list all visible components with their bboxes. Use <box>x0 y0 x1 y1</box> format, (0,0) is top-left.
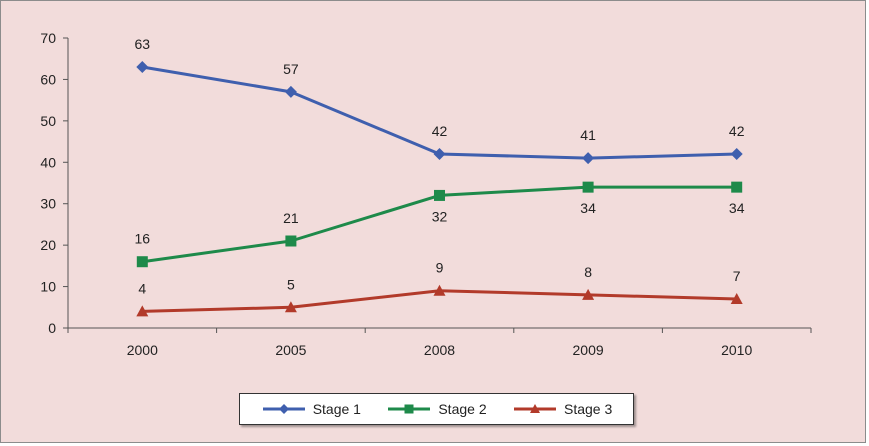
data-label: 42 <box>729 123 745 139</box>
data-point <box>582 288 595 300</box>
data-point <box>730 148 743 160</box>
data-point <box>433 284 446 296</box>
series <box>136 61 743 317</box>
data-labels: 63 57 42 41 42 16 21 32 34 34 4 5 9 8 7 <box>135 36 745 296</box>
x-tick-label: 2005 <box>275 342 306 358</box>
data-label: 63 <box>135 36 151 52</box>
data-label: 9 <box>436 260 444 276</box>
data-point <box>730 293 743 304</box>
data-label: 21 <box>283 210 299 226</box>
legend-swatch <box>262 404 305 414</box>
series-line <box>142 65 737 160</box>
legend-label: Stage 3 <box>564 401 613 417</box>
axes: 0 10 20 30 40 50 60 70 2000 2005 2008 2009 2010 <box>40 30 812 358</box>
y-tick-label: 50 <box>40 113 56 129</box>
legend-swatch <box>514 404 556 413</box>
data-point <box>582 181 594 193</box>
data-label: 7 <box>733 268 741 284</box>
legend-label: Stage 1 <box>312 401 361 417</box>
legend-marker <box>530 404 540 413</box>
data-point <box>731 181 743 193</box>
y-tick-label: 70 <box>40 30 56 46</box>
data-label: 34 <box>729 200 745 216</box>
data-label: 34 <box>580 200 596 216</box>
data-point <box>284 301 297 313</box>
data-label: 5 <box>287 276 295 292</box>
data-point <box>285 235 297 247</box>
data-label: 4 <box>138 280 146 296</box>
data-label: 32 <box>432 208 448 224</box>
legend-label: Stage 2 <box>438 401 487 417</box>
legend-item: Stage 1 <box>261 401 361 417</box>
data-label: 41 <box>580 127 596 143</box>
legend-item: Stage 2 <box>386 401 487 417</box>
legend: Stage 1 Stage 2 Stage 3 <box>239 393 634 425</box>
y-tick-label: 10 <box>40 279 56 295</box>
data-point <box>433 148 446 160</box>
y-tick-label: 40 <box>40 154 56 170</box>
y-tick-label: 0 <box>48 320 56 336</box>
legend-marker <box>404 404 414 414</box>
data-point <box>136 61 149 73</box>
data-label: 42 <box>432 123 448 139</box>
y-tick-label: 20 <box>40 237 56 253</box>
data-label: 57 <box>283 61 299 77</box>
data-point <box>582 152 595 165</box>
x-tick-label: 2009 <box>573 342 604 358</box>
x-tick-label: 2010 <box>721 342 752 358</box>
y-tick-label: 30 <box>40 196 56 212</box>
data-point <box>434 189 445 201</box>
data-point <box>284 85 297 98</box>
data-label: 8 <box>584 264 592 280</box>
legend-marker <box>278 404 289 414</box>
legend-item: Stage 3 <box>512 401 612 417</box>
data-point <box>136 305 149 317</box>
x-tick-label: 2008 <box>424 342 455 358</box>
legend-swatch <box>388 404 431 414</box>
x-tick-label: 2000 <box>127 342 158 358</box>
y-tick-label: 60 <box>40 71 56 87</box>
data-label: 16 <box>135 231 151 247</box>
data-point <box>136 256 148 268</box>
